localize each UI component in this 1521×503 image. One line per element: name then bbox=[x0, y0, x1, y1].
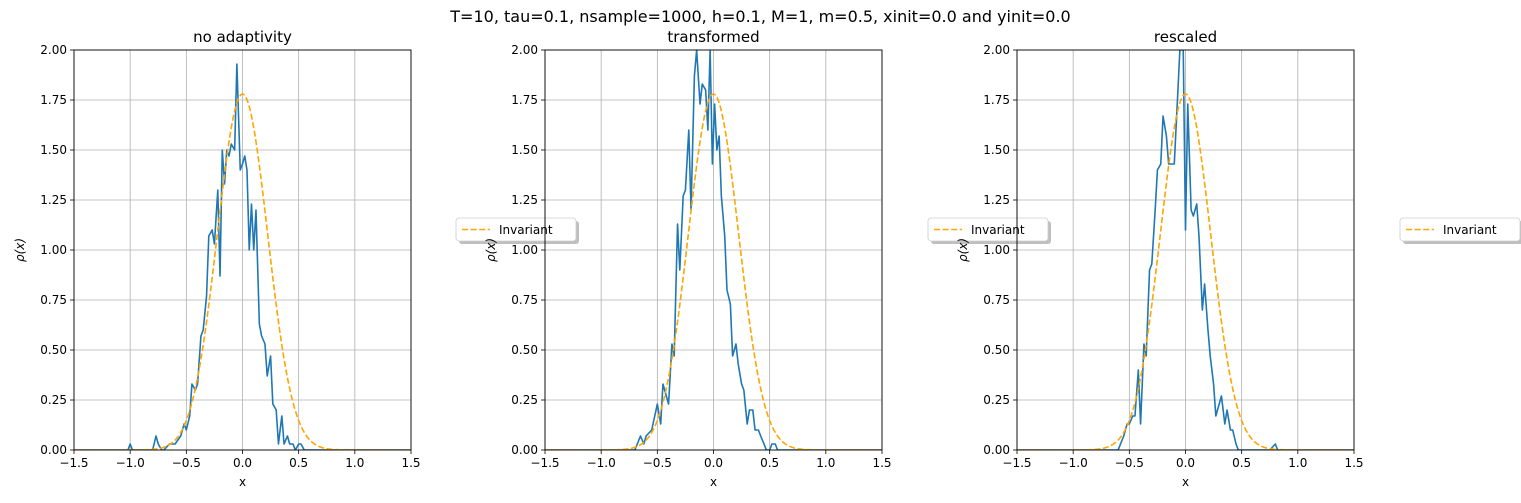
legend: Invariant bbox=[1399, 217, 1521, 244]
x-tick-label: 1.5 bbox=[1344, 456, 1363, 470]
x-tick-label: 0.0 bbox=[704, 456, 723, 470]
y-tick-label: 0.75 bbox=[511, 293, 538, 307]
y-tick-label: 0.25 bbox=[511, 393, 538, 407]
legend-label: Invariant bbox=[499, 223, 553, 237]
x-tick-label: 1.0 bbox=[1288, 456, 1307, 470]
y-tick-label: 0.25 bbox=[983, 393, 1010, 407]
x-tick-label: 0.0 bbox=[233, 456, 252, 470]
x-tick-label: −1.0 bbox=[1059, 456, 1088, 470]
y-tick-label: 1.00 bbox=[983, 243, 1010, 257]
y-tick-label: 0.25 bbox=[40, 393, 67, 407]
y-tick-label: 2.00 bbox=[511, 43, 538, 57]
y-tick-label: 0.00 bbox=[983, 443, 1010, 457]
y-tick-label: 1.75 bbox=[983, 93, 1010, 107]
x-tick-label: −1.0 bbox=[116, 456, 145, 470]
y-tick-label: 1.50 bbox=[40, 143, 67, 157]
subplot-title: transformed bbox=[667, 28, 759, 46]
legend-label: Invariant bbox=[1443, 223, 1497, 237]
subplot-title: no adaptivity bbox=[193, 28, 292, 46]
x-tick-label: 0.0 bbox=[1176, 456, 1195, 470]
empirical-density-line bbox=[545, 50, 882, 450]
legend-box bbox=[927, 217, 1049, 242]
legend: Invariant bbox=[455, 217, 579, 244]
y-tick-label: 0.00 bbox=[40, 443, 67, 457]
y-tick-label: 0.50 bbox=[40, 343, 67, 357]
y-tick-label: 1.00 bbox=[511, 243, 538, 257]
y-tick-label: 1.25 bbox=[40, 193, 67, 207]
x-tick-label: 1.0 bbox=[816, 456, 835, 470]
y-tick-label: 0.50 bbox=[983, 343, 1010, 357]
y-tick-label: 0.75 bbox=[40, 293, 67, 307]
legend-label: Invariant bbox=[971, 223, 1025, 237]
y-tick-label: 0.50 bbox=[511, 343, 538, 357]
x-tick-label: −0.5 bbox=[172, 456, 201, 470]
y-tick-label: 2.00 bbox=[983, 43, 1010, 57]
subplot-2: −1.5 −1.0 −0.5 0.0 0.5 1.0 1.5 0.00 0.25 0.50 0.75… bbox=[484, 28, 1051, 489]
y-axis-label: ρ(x) bbox=[956, 238, 970, 262]
x-tick-label: −1.5 bbox=[1002, 456, 1031, 470]
x-tick-label: −1.0 bbox=[587, 456, 616, 470]
empirical-density-line bbox=[74, 63, 411, 450]
x-tick-label: 1.5 bbox=[872, 456, 891, 470]
x-axis-label: x bbox=[710, 475, 717, 489]
y-tick-label: 1.75 bbox=[40, 93, 67, 107]
x-tick-label: 0.5 bbox=[1232, 456, 1251, 470]
legend: Invariant bbox=[927, 217, 1051, 244]
subplot-1: −1.5 −1.0 −0.5 0.0 0.5 1.0 1.5 0.00 0.25 0.50 0.75… bbox=[13, 28, 579, 489]
x-tick-label: 0.5 bbox=[760, 456, 779, 470]
y-tick-label: 1.00 bbox=[40, 243, 67, 257]
y-tick-label: 2.00 bbox=[40, 43, 67, 57]
x-tick-label: −0.5 bbox=[1115, 456, 1144, 470]
x-tick-label: 1.0 bbox=[345, 456, 364, 470]
y-tick-label: 1.50 bbox=[511, 143, 538, 157]
x-tick-label: −1.5 bbox=[530, 456, 559, 470]
legend-box bbox=[1399, 217, 1521, 242]
subplot-title: rescaled bbox=[1154, 28, 1217, 46]
x-tick-label: 1.5 bbox=[401, 456, 420, 470]
x-tick-label: 0.5 bbox=[289, 456, 308, 470]
figure-suptitle: T=10, tau=0.1, nsample=1000, h=0.1, M=1,… bbox=[450, 7, 1071, 26]
y-axis-label: ρ(x) bbox=[484, 238, 498, 262]
y-tick-label: 1.75 bbox=[511, 93, 538, 107]
x-axis-label: x bbox=[1182, 475, 1189, 489]
y-tick-label: 0.75 bbox=[983, 293, 1010, 307]
y-tick-label: 0.00 bbox=[511, 443, 538, 457]
empirical-density-line bbox=[1017, 50, 1354, 450]
y-axis-label: ρ(x) bbox=[13, 238, 27, 262]
y-tick-label: 1.25 bbox=[983, 193, 1010, 207]
y-tick-label: 1.50 bbox=[983, 143, 1010, 157]
x-axis-label: x bbox=[239, 475, 246, 489]
x-tick-label: −0.5 bbox=[643, 456, 672, 470]
y-tick-label: 1.25 bbox=[511, 193, 538, 207]
subplot-3: −1.5 −1.0 −0.5 0.0 0.5 1.0 1.5 0.00 0.25 0.50 0.75… bbox=[956, 28, 1521, 489]
legend-box bbox=[455, 217, 577, 242]
x-tick-label: −1.5 bbox=[59, 456, 88, 470]
